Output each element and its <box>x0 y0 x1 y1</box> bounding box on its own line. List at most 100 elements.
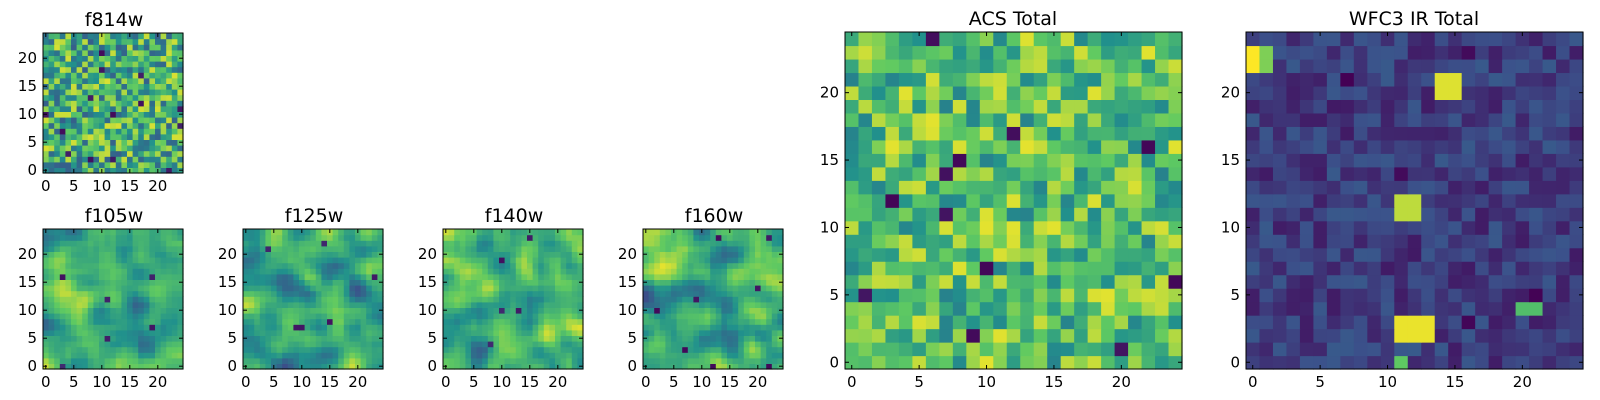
y-tick-label: 20 <box>418 245 437 263</box>
heatmap-cell <box>1326 85 1341 100</box>
heatmap-cell <box>471 279 478 286</box>
heatmap-cell <box>676 234 683 241</box>
heatmap-cell <box>643 301 650 308</box>
heatmap-cell <box>171 77 178 84</box>
heatmap-cell <box>659 296 666 303</box>
heatmap-cell <box>138 296 145 303</box>
heatmap-cell <box>1299 288 1314 303</box>
heatmap-cell <box>1556 126 1571 141</box>
heatmap-cell <box>1394 58 1409 74</box>
heatmap-cell <box>952 342 967 357</box>
heatmap-cell <box>912 274 927 289</box>
heatmap-cell <box>766 234 773 241</box>
heatmap-cell <box>160 285 167 292</box>
heatmap-cell <box>54 66 61 73</box>
x-tick-label: 5 <box>69 373 79 391</box>
heatmap-cell <box>566 234 573 241</box>
heatmap-cell <box>93 273 100 280</box>
heatmap-cell <box>1286 180 1301 195</box>
heatmap-cell <box>654 324 661 331</box>
heatmap-cell <box>1515 220 1530 235</box>
heatmap-cell <box>966 207 981 222</box>
heatmap-cell <box>166 150 173 157</box>
heatmap-cell <box>71 72 78 79</box>
heatmap-cell <box>327 245 334 252</box>
heatmap-cell <box>527 234 534 241</box>
heatmap-cell <box>166 307 173 314</box>
heatmap-cell <box>1340 261 1355 276</box>
heatmap-cell <box>282 363 289 370</box>
heatmap-cell <box>143 122 150 129</box>
heatmap-cell <box>121 279 128 286</box>
heatmap-cell <box>727 301 734 308</box>
heatmap-cell <box>166 285 173 292</box>
heatmap-cell <box>1421 193 1436 208</box>
heatmap-cell <box>471 240 478 247</box>
heatmap-cell <box>1434 315 1449 330</box>
heatmap-cell <box>177 128 184 135</box>
heatmap-cell <box>493 279 500 286</box>
heatmap-cell <box>1259 153 1274 168</box>
heatmap-cell <box>110 329 117 336</box>
heatmap-cell <box>693 318 700 325</box>
heatmap-cell <box>315 324 322 331</box>
heatmap-cell <box>871 99 887 114</box>
heatmap-cell <box>648 307 655 314</box>
heatmap-cell <box>254 301 261 308</box>
heatmap-cell <box>304 352 311 359</box>
heatmap-cell <box>138 251 145 258</box>
heatmap-cell <box>538 363 545 370</box>
heatmap-cell <box>510 229 517 236</box>
heatmap-cell <box>898 288 913 303</box>
heatmap-cell <box>682 234 689 241</box>
heatmap-cell <box>749 352 756 359</box>
heatmap-cell <box>771 234 778 241</box>
heatmap-cell <box>104 335 111 342</box>
heatmap-cell <box>99 89 106 96</box>
heatmap-cell <box>643 268 650 275</box>
heatmap-cell <box>1461 301 1476 316</box>
heatmap-cell <box>1259 99 1274 114</box>
heatmap-cell <box>93 245 100 252</box>
heatmap-cell <box>87 77 94 84</box>
heatmap-cell <box>1074 288 1089 303</box>
heatmap-cell <box>48 279 55 286</box>
heatmap-cell <box>76 66 83 73</box>
heatmap-cell <box>549 318 556 325</box>
heatmap-cell <box>1353 288 1368 303</box>
heatmap-cell <box>1272 45 1288 60</box>
heatmap-cell <box>132 273 139 280</box>
heatmap-cell <box>59 324 66 331</box>
heatmap-cell <box>659 301 666 308</box>
heatmap-cell <box>504 285 511 292</box>
heatmap-cell <box>1272 180 1288 195</box>
heatmap-cell <box>443 290 450 297</box>
heatmap-cell <box>504 307 511 314</box>
heatmap-cell <box>287 318 294 325</box>
heatmap-cell <box>476 346 483 353</box>
heatmap-cell <box>115 341 122 348</box>
heatmap-cell <box>504 273 511 280</box>
heatmap-cell <box>952 328 967 343</box>
heatmap-cell <box>966 315 981 330</box>
heatmap-cell <box>127 240 134 247</box>
heatmap-cell <box>59 44 66 51</box>
heatmap-cell <box>898 32 913 47</box>
heatmap-cell <box>59 61 66 68</box>
heatmap-cell <box>93 357 100 364</box>
heatmap-cell <box>1542 112 1557 127</box>
heatmap-cell <box>858 328 873 343</box>
heatmap-cell <box>1033 72 1048 87</box>
heatmap-cell <box>143 128 150 135</box>
heatmap-cell <box>721 313 728 320</box>
heatmap-cell <box>1259 301 1274 316</box>
heatmap-cell <box>1128 99 1143 114</box>
heatmap-cell <box>71 257 78 264</box>
heatmap-cell <box>93 285 100 292</box>
heatmap-cell <box>138 94 145 101</box>
heatmap-cell <box>43 161 50 168</box>
heatmap-cell <box>549 313 556 320</box>
heatmap-cell <box>1074 234 1089 249</box>
heatmap-cell <box>471 335 478 342</box>
heatmap-cell <box>682 324 689 331</box>
